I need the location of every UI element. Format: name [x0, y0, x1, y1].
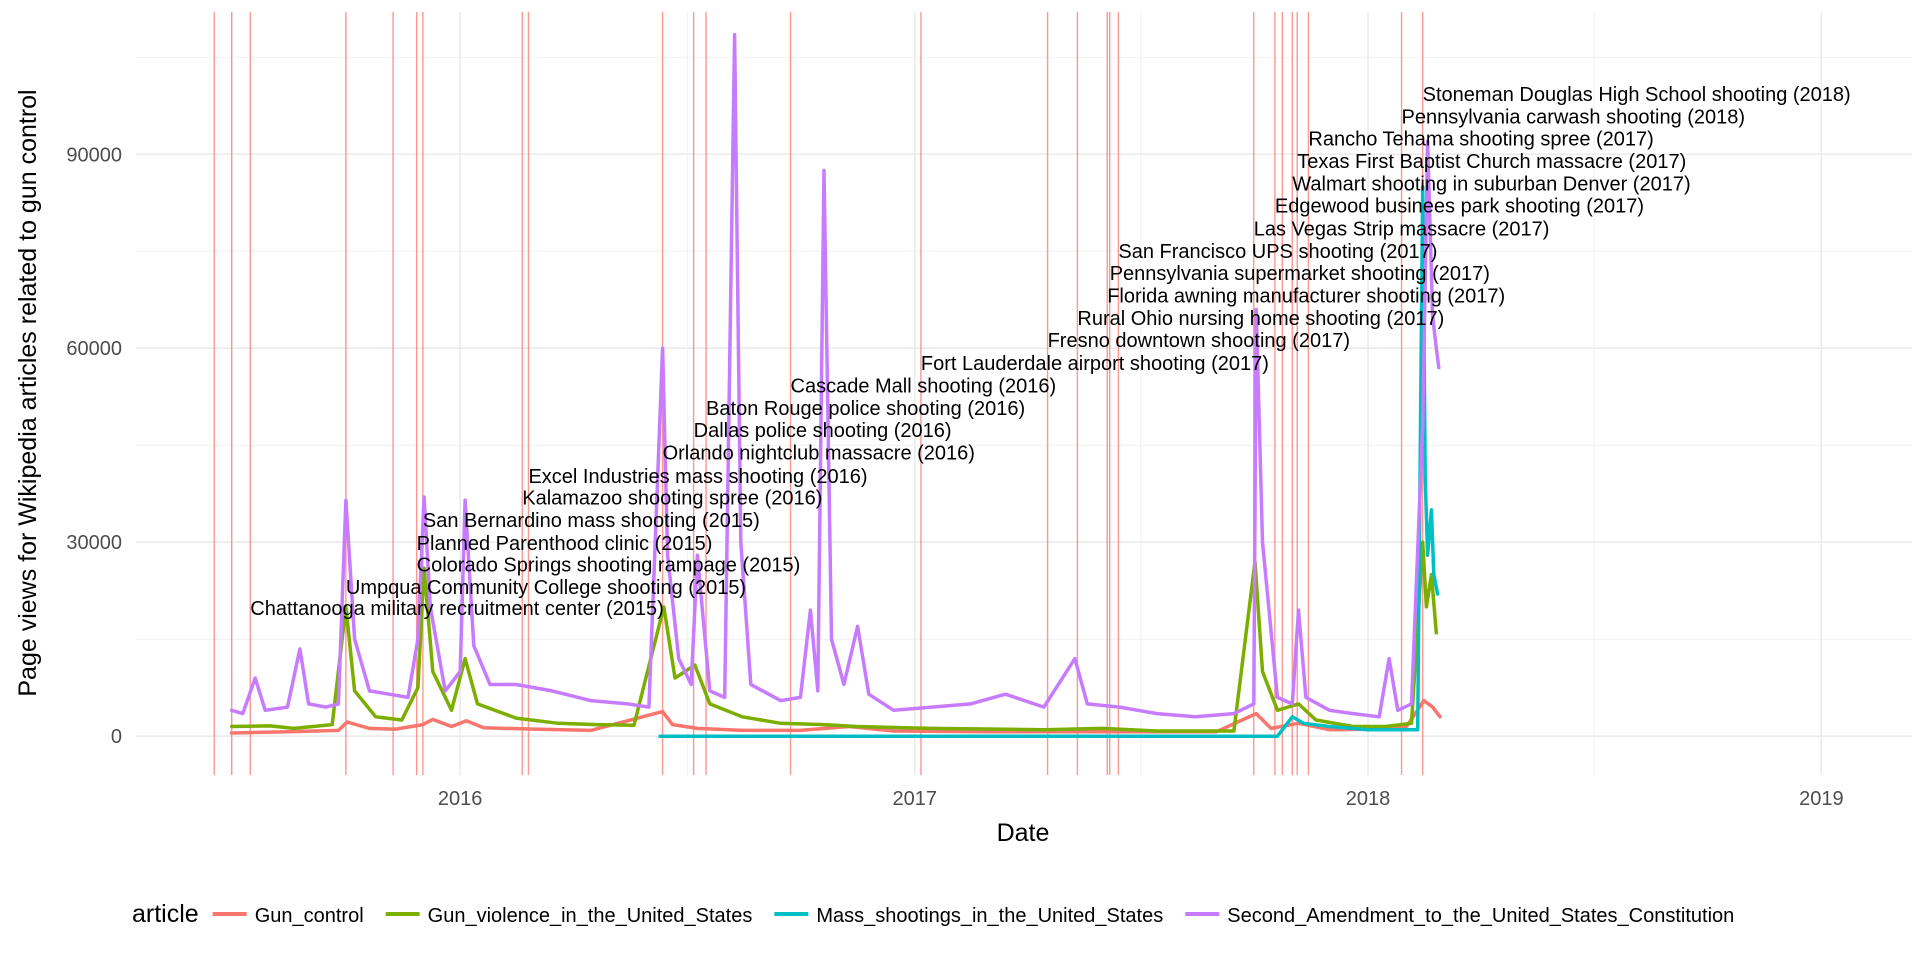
- event-annotation: Stoneman Douglas High School shooting (2…: [1423, 84, 1851, 106]
- legend: article Gun_control Gun_violence_in_the_U…: [132, 900, 1734, 928]
- event-annotation: Las Vegas Strip massacre (2017): [1254, 218, 1550, 240]
- legend-item: Mass_shootings_in_the_United_States: [774, 905, 1163, 927]
- legend-label: Gun_control: [255, 905, 364, 927]
- event-annotation: Orlando nightclub massacre (2016): [663, 443, 975, 465]
- event-annotation: Texas First Baptist Church massacre (201…: [1297, 151, 1686, 173]
- event-annotation: Rural Ohio nursing home shooting (2017): [1077, 308, 1444, 330]
- legend-label: Mass_shootings_in_the_United_States: [816, 905, 1163, 927]
- legend-item: Second_Amendment_to_the_United_States_Co…: [1185, 905, 1734, 927]
- series-line-Gun_control: [229, 698, 1442, 735]
- x-axis-title: Date: [997, 819, 1050, 847]
- series-line-Second_Amendment_to_the_United_States_Constitution: [229, 32, 1441, 719]
- legend-label: Second_Amendment_to_the_United_States_Co…: [1227, 905, 1734, 927]
- event-annotation: Walmart shooting in suburban Denver (201…: [1292, 174, 1690, 196]
- x-tick-label: 2019: [1799, 788, 1844, 810]
- event-annotation: Excel Industries mass shooting (2016): [528, 466, 867, 488]
- event-annotation: Florida awning manufacturer shooting (20…: [1107, 286, 1505, 308]
- event-annotation: Dallas police shooting (2016): [694, 420, 952, 442]
- annotations: Chattanooga military recruitment center …: [250, 84, 1850, 620]
- event-annotation: Edgewood businees park shooting (2017): [1275, 196, 1644, 218]
- event-annotation: Chattanooga military recruitment center …: [250, 598, 664, 620]
- event-annotation: Pennsylvania supermarket shooting (2017): [1110, 263, 1490, 285]
- event-annotation: San Francisco UPS shooting (2017): [1118, 241, 1437, 263]
- event-annotation: Cascade Mall shooting (2016): [791, 375, 1057, 397]
- event-annotation: Fresno downtown shooting (2017): [1048, 330, 1350, 352]
- y-tick-label: 90000: [66, 144, 122, 166]
- y-tick-label: 60000: [66, 338, 122, 360]
- event-annotation: Pennsylvania carwash shooting (2018): [1402, 106, 1746, 128]
- event-annotation: Umpqua Community College shooting (2015): [346, 577, 746, 599]
- y-axis-title: Page views for Wikipedia articles relate…: [14, 89, 42, 696]
- event-annotation: Colorado Springs shooting rampage (2015): [417, 555, 801, 577]
- event-annotation: Baton Rouge police shooting (2016): [706, 398, 1025, 420]
- event-annotation: Rancho Tehama shooting spree (2017): [1308, 128, 1653, 150]
- legend-label: Gun_violence_in_the_United_States: [428, 905, 753, 927]
- event-annotation: Kalamazoo shooting spree (2016): [522, 487, 822, 509]
- series-lines: [229, 32, 1442, 738]
- legend-item: Gun_violence_in_the_United_States: [385, 905, 753, 927]
- legend-title: article: [132, 900, 199, 928]
- event-annotation: Fort Lauderdale airport shooting (2017): [921, 353, 1269, 375]
- legend-item: Gun_control: [212, 905, 364, 927]
- y-tick-label: 30000: [66, 532, 122, 554]
- series-line-Gun_violence_in_the_United_States: [229, 540, 1439, 733]
- event-annotation: Planned Parenthood clinic (2015): [417, 533, 713, 555]
- x-tick-label: 2016: [438, 788, 483, 810]
- event-annotation: San Bernardino mass shooting (2015): [423, 510, 760, 532]
- tick-labels: 0 30000 60000 90000 2016 2017 2018 2019: [66, 144, 1843, 810]
- x-tick-label: 2017: [892, 788, 937, 810]
- series-line-Mass_shootings_in_the_United_States: [658, 184, 1440, 738]
- y-tick-label: 0: [111, 726, 122, 748]
- x-tick-label: 2018: [1346, 788, 1391, 810]
